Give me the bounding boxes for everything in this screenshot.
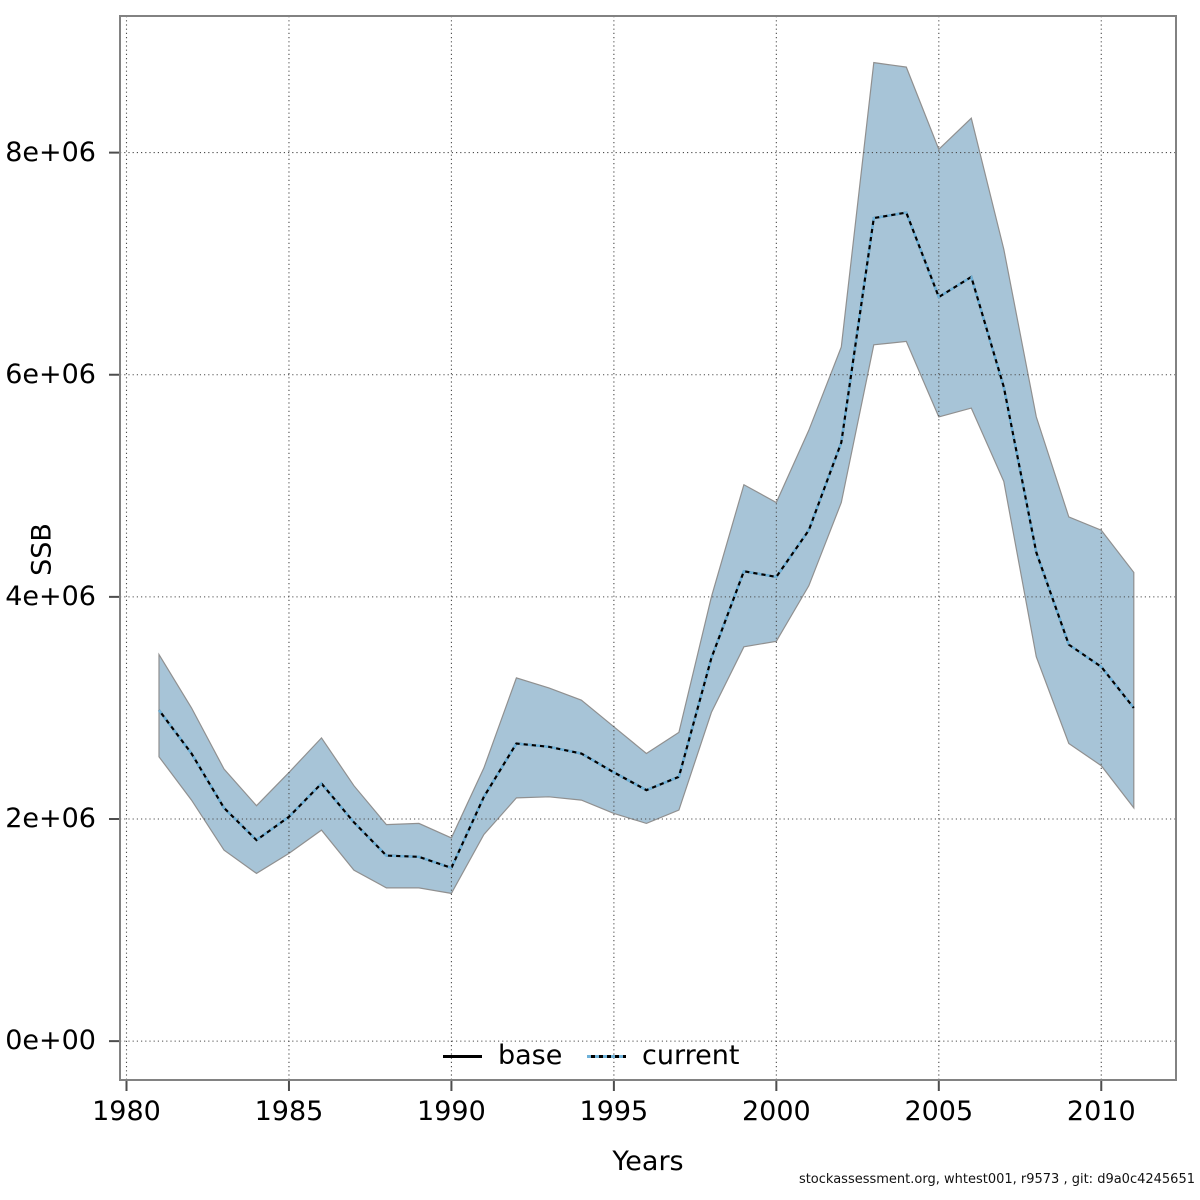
- legend-label-base: base: [498, 1040, 563, 1071]
- y-tick-label: 4e+06: [5, 580, 96, 612]
- plot-border: [119, 15, 1177, 1081]
- legend-label-current: current: [642, 1040, 740, 1071]
- legend-item-base: base: [443, 1040, 562, 1072]
- source-caption: stockassessment.org, whtest001, r9573 , …: [798, 1172, 1195, 1187]
- y-tick-label: 2e+06: [5, 802, 96, 834]
- x-tick-label: 1990: [417, 1096, 486, 1127]
- base-line-swatch-icon: [443, 1054, 482, 1058]
- y-axis-title: SSB: [26, 523, 58, 576]
- x-tick-label: 2005: [904, 1096, 974, 1127]
- y-tick-label: 6e+06: [5, 358, 96, 390]
- x-axis-title: Years: [612, 1146, 684, 1177]
- current-line: [158, 211, 1135, 870]
- confidence-band: [158, 61, 1135, 895]
- x-tick-label: 1995: [579, 1096, 649, 1127]
- current-line-swatch-icon: [587, 1054, 626, 1058]
- x-tick-label: 1980: [92, 1096, 161, 1127]
- y-tick-label: 0e+00: [5, 1025, 96, 1057]
- y-tick-label: 8e+06: [5, 136, 96, 168]
- x-tick-label: 1985: [254, 1096, 324, 1127]
- legend-item-current: current: [587, 1040, 739, 1072]
- x-tick-label: 2010: [1066, 1096, 1136, 1127]
- x-tick-label: 2000: [741, 1096, 811, 1127]
